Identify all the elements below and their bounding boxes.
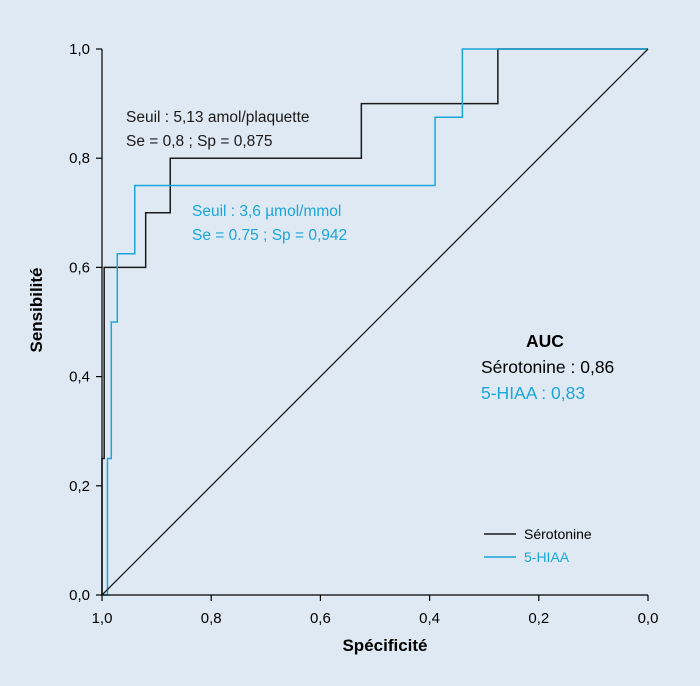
legend-label-serotonine: Sérotonine xyxy=(524,526,592,542)
x-tick-label: 0,6 xyxy=(310,610,331,627)
x-tick-label: 0,2 xyxy=(528,610,549,627)
auc-serotonine: Sérotonine : 0,86 xyxy=(481,357,614,377)
serotonine-threshold-label: Seuil : 5,13 amol/plaquette xyxy=(126,109,310,126)
legend: Sérotonine 5-HIAA xyxy=(484,526,592,565)
hiaa-threshold-label: Seuil : 3,6 µmol/mmol xyxy=(192,203,341,220)
x-tick-label: 0,4 xyxy=(419,610,440,627)
auc-hiaa: 5-HIAA : 0,83 xyxy=(481,383,585,403)
y-tick-label: 1,0 xyxy=(69,41,90,58)
y-tick-label: 0,6 xyxy=(69,259,90,276)
x-tick-label: 0,8 xyxy=(201,610,222,627)
tick-group: 1,0 0,8 0,6 0,4 0,2 0,0 0,0 0,2 0,4 0,6 0,8 1,0 xyxy=(69,41,658,627)
y-tick-label: 0,4 xyxy=(69,369,90,386)
x-tick-label: 1,0 xyxy=(92,610,113,627)
curve-group xyxy=(101,48,649,596)
serotonine-se-sp-label: Se = 0,8 ; Sp = 0,875 xyxy=(126,133,273,150)
serotonine-roc-curve xyxy=(101,48,648,595)
y-tick-label: 0,2 xyxy=(69,478,90,495)
hiaa-se-sp-label: Se = 0.75 ; Sp = 0,942 xyxy=(192,227,347,244)
auc-title: AUC xyxy=(526,331,564,351)
legend-label-hiaa: 5-HIAA xyxy=(524,549,570,565)
y-axis-title: Sensibilité xyxy=(27,267,46,352)
x-tick-label: 0,0 xyxy=(638,610,659,627)
reference-diagonal xyxy=(101,48,649,596)
y-tick-label: 0,8 xyxy=(69,150,90,167)
y-tick-label: 0,0 xyxy=(69,587,90,604)
x-axis-title: Spécificité xyxy=(342,636,427,655)
hiaa-roc-curve xyxy=(102,48,648,596)
